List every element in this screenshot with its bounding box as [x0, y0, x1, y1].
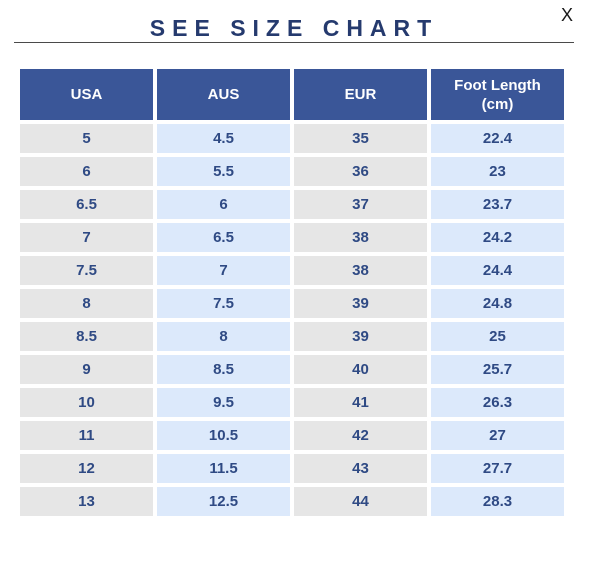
cell-eur: 43: [294, 454, 427, 483]
table-header-row: USA AUS EUR Foot Length (cm): [20, 69, 564, 120]
cell-aus: 6: [157, 190, 290, 219]
table-row: 13 12.5 44 28.3: [20, 487, 564, 516]
size-chart-table: USA AUS EUR Foot Length (cm) 5 4.5 35 22…: [16, 65, 568, 520]
cell-aus: 6.5: [157, 223, 290, 252]
cell-aus: 8.5: [157, 355, 290, 384]
table-row: 7.5 7 38 24.4: [20, 256, 564, 285]
cell-usa: 12: [20, 454, 153, 483]
cell-foot-length: 27: [431, 421, 564, 450]
cell-foot-length: 27.7: [431, 454, 564, 483]
cell-foot-length: 23.7: [431, 190, 564, 219]
cell-aus: 7: [157, 256, 290, 285]
close-button[interactable]: X: [560, 5, 573, 25]
cell-eur: 38: [294, 256, 427, 285]
header-eur: EUR: [294, 69, 427, 120]
cell-usa: 6.5: [20, 190, 153, 219]
cell-aus: 4.5: [157, 124, 290, 153]
table-row: 7 6.5 38 24.2: [20, 223, 564, 252]
cell-eur: 41: [294, 388, 427, 417]
cell-eur: 42: [294, 421, 427, 450]
table-row: 6.5 6 37 23.7: [20, 190, 564, 219]
cell-usa: 9: [20, 355, 153, 384]
cell-aus: 9.5: [157, 388, 290, 417]
cell-eur: 37: [294, 190, 427, 219]
cell-usa: 7: [20, 223, 153, 252]
header-foot-length-unit: (cm): [481, 95, 514, 113]
header-usa: USA: [20, 69, 153, 120]
header-foot-length-label: Foot Length: [454, 76, 541, 94]
cell-foot-length: 28.3: [431, 487, 564, 516]
header-aus: AUS: [157, 69, 290, 120]
cell-aus: 11.5: [157, 454, 290, 483]
cell-aus: 7.5: [157, 289, 290, 318]
cell-eur: 40: [294, 355, 427, 384]
cell-foot-length: 24.2: [431, 223, 564, 252]
cell-eur: 44: [294, 487, 427, 516]
cell-eur: 39: [294, 322, 427, 351]
cell-usa: 10: [20, 388, 153, 417]
cell-usa: 8.5: [20, 322, 153, 351]
cell-foot-length: 26.3: [431, 388, 564, 417]
cell-foot-length: 23: [431, 157, 564, 186]
table-row: 8 7.5 39 24.8: [20, 289, 564, 318]
title-divider: [14, 42, 574, 43]
cell-aus: 8: [157, 322, 290, 351]
cell-aus: 12.5: [157, 487, 290, 516]
cell-foot-length: 25.7: [431, 355, 564, 384]
header-foot-length: Foot Length (cm): [431, 69, 564, 120]
cell-aus: 10.5: [157, 421, 290, 450]
table-row: 12 11.5 43 27.7: [20, 454, 564, 483]
table-row: 11 10.5 42 27: [20, 421, 564, 450]
table-row: 8.5 8 39 25: [20, 322, 564, 351]
cell-usa: 5: [20, 124, 153, 153]
cell-usa: 13: [20, 487, 153, 516]
cell-eur: 39: [294, 289, 427, 318]
cell-usa: 6: [20, 157, 153, 186]
cell-usa: 8: [20, 289, 153, 318]
table-body: 5 4.5 35 22.4 6 5.5 36 23 6.5 6 37 23.7 …: [20, 124, 564, 516]
cell-aus: 5.5: [157, 157, 290, 186]
table-row: 5 4.5 35 22.4: [20, 124, 564, 153]
cell-foot-length: 24.8: [431, 289, 564, 318]
cell-eur: 38: [294, 223, 427, 252]
cell-usa: 7.5: [20, 256, 153, 285]
table-row: 6 5.5 36 23: [20, 157, 564, 186]
cell-usa: 11: [20, 421, 153, 450]
page-title: SEE SIZE CHART: [149, 15, 439, 41]
table-row: 9 8.5 40 25.7: [20, 355, 564, 384]
cell-foot-length: 24.4: [431, 256, 564, 285]
cell-eur: 35: [294, 124, 427, 153]
table-header: USA AUS EUR Foot Length (cm): [20, 69, 564, 120]
cell-foot-length: 25: [431, 322, 564, 351]
table-row: 10 9.5 41 26.3: [20, 388, 564, 417]
cell-eur: 36: [294, 157, 427, 186]
cell-foot-length: 22.4: [431, 124, 564, 153]
